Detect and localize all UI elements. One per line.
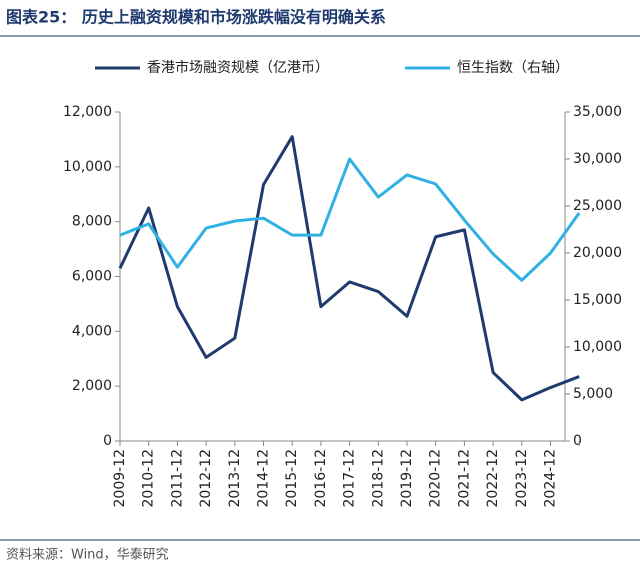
x-tick-label: 2009-12 <box>112 449 128 508</box>
x-tick-label: 2023-12 <box>514 449 530 508</box>
legend-label: 香港市场融资规模（亿港币） <box>147 59 329 76</box>
x-tick-label: 2015-12 <box>284 449 300 508</box>
y-tick-label: 4,000 <box>72 323 112 339</box>
x-tick-label: 2010-12 <box>141 449 157 508</box>
y-tick-label: 10,000 <box>63 159 112 175</box>
y2-tick-label: 10,000 <box>573 339 622 355</box>
y2-tick-label: 5,000 <box>573 386 613 402</box>
y-tick-label: 8,000 <box>72 214 112 230</box>
x-tick-label: 2022-12 <box>485 449 501 508</box>
x-tick-label: 2017-12 <box>342 449 358 508</box>
y-tick-label: 0 <box>103 433 112 449</box>
y2-tick-label: 25,000 <box>573 198 622 214</box>
y-tick-label: 2,000 <box>72 378 112 394</box>
y2-tick-label: 15,000 <box>573 292 622 308</box>
legend-label: 恒生指数（右轴） <box>457 60 569 76</box>
x-tick-label: 2011-12 <box>169 449 185 508</box>
x-tick-label: 2018-12 <box>370 449 386 508</box>
y-tick-label: 12,000 <box>63 104 112 120</box>
source: 资料来源：Wind，华泰研究 <box>6 548 169 563</box>
y2-tick-label: 0 <box>573 433 582 449</box>
x-tick-label: 2021-12 <box>456 449 472 508</box>
y2-tick-label: 30,000 <box>573 151 622 167</box>
x-tick-label: 2024-12 <box>543 449 559 508</box>
series-line <box>118 135 580 402</box>
x-tick-label: 2020-12 <box>428 449 444 508</box>
x-tick-label: 2014-12 <box>256 449 272 508</box>
series-line <box>119 157 581 282</box>
x-tick-label: 2013-12 <box>227 449 243 508</box>
y-tick-label: 6,000 <box>72 269 112 285</box>
x-tick-label: 2019-12 <box>399 449 415 508</box>
y2-tick-label: 35,000 <box>573 104 622 120</box>
y2-tick-label: 20,000 <box>573 245 622 261</box>
chart-title: 图表25： 历史上融资规模和市场涨跌幅没有明确关系 <box>6 8 386 27</box>
x-tick-label: 2016-12 <box>313 449 329 508</box>
x-tick-label: 2012-12 <box>198 449 214 508</box>
